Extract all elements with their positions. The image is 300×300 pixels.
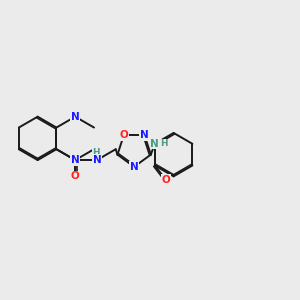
Text: O: O bbox=[71, 171, 80, 181]
Text: N: N bbox=[92, 155, 101, 165]
Text: N: N bbox=[150, 139, 159, 149]
Text: N: N bbox=[71, 112, 80, 122]
Text: O: O bbox=[119, 130, 128, 140]
Text: H: H bbox=[92, 148, 100, 157]
Text: N: N bbox=[140, 130, 149, 140]
Text: N: N bbox=[130, 162, 139, 172]
Text: N: N bbox=[71, 155, 80, 165]
Text: H: H bbox=[160, 139, 168, 148]
Text: O: O bbox=[161, 175, 170, 184]
